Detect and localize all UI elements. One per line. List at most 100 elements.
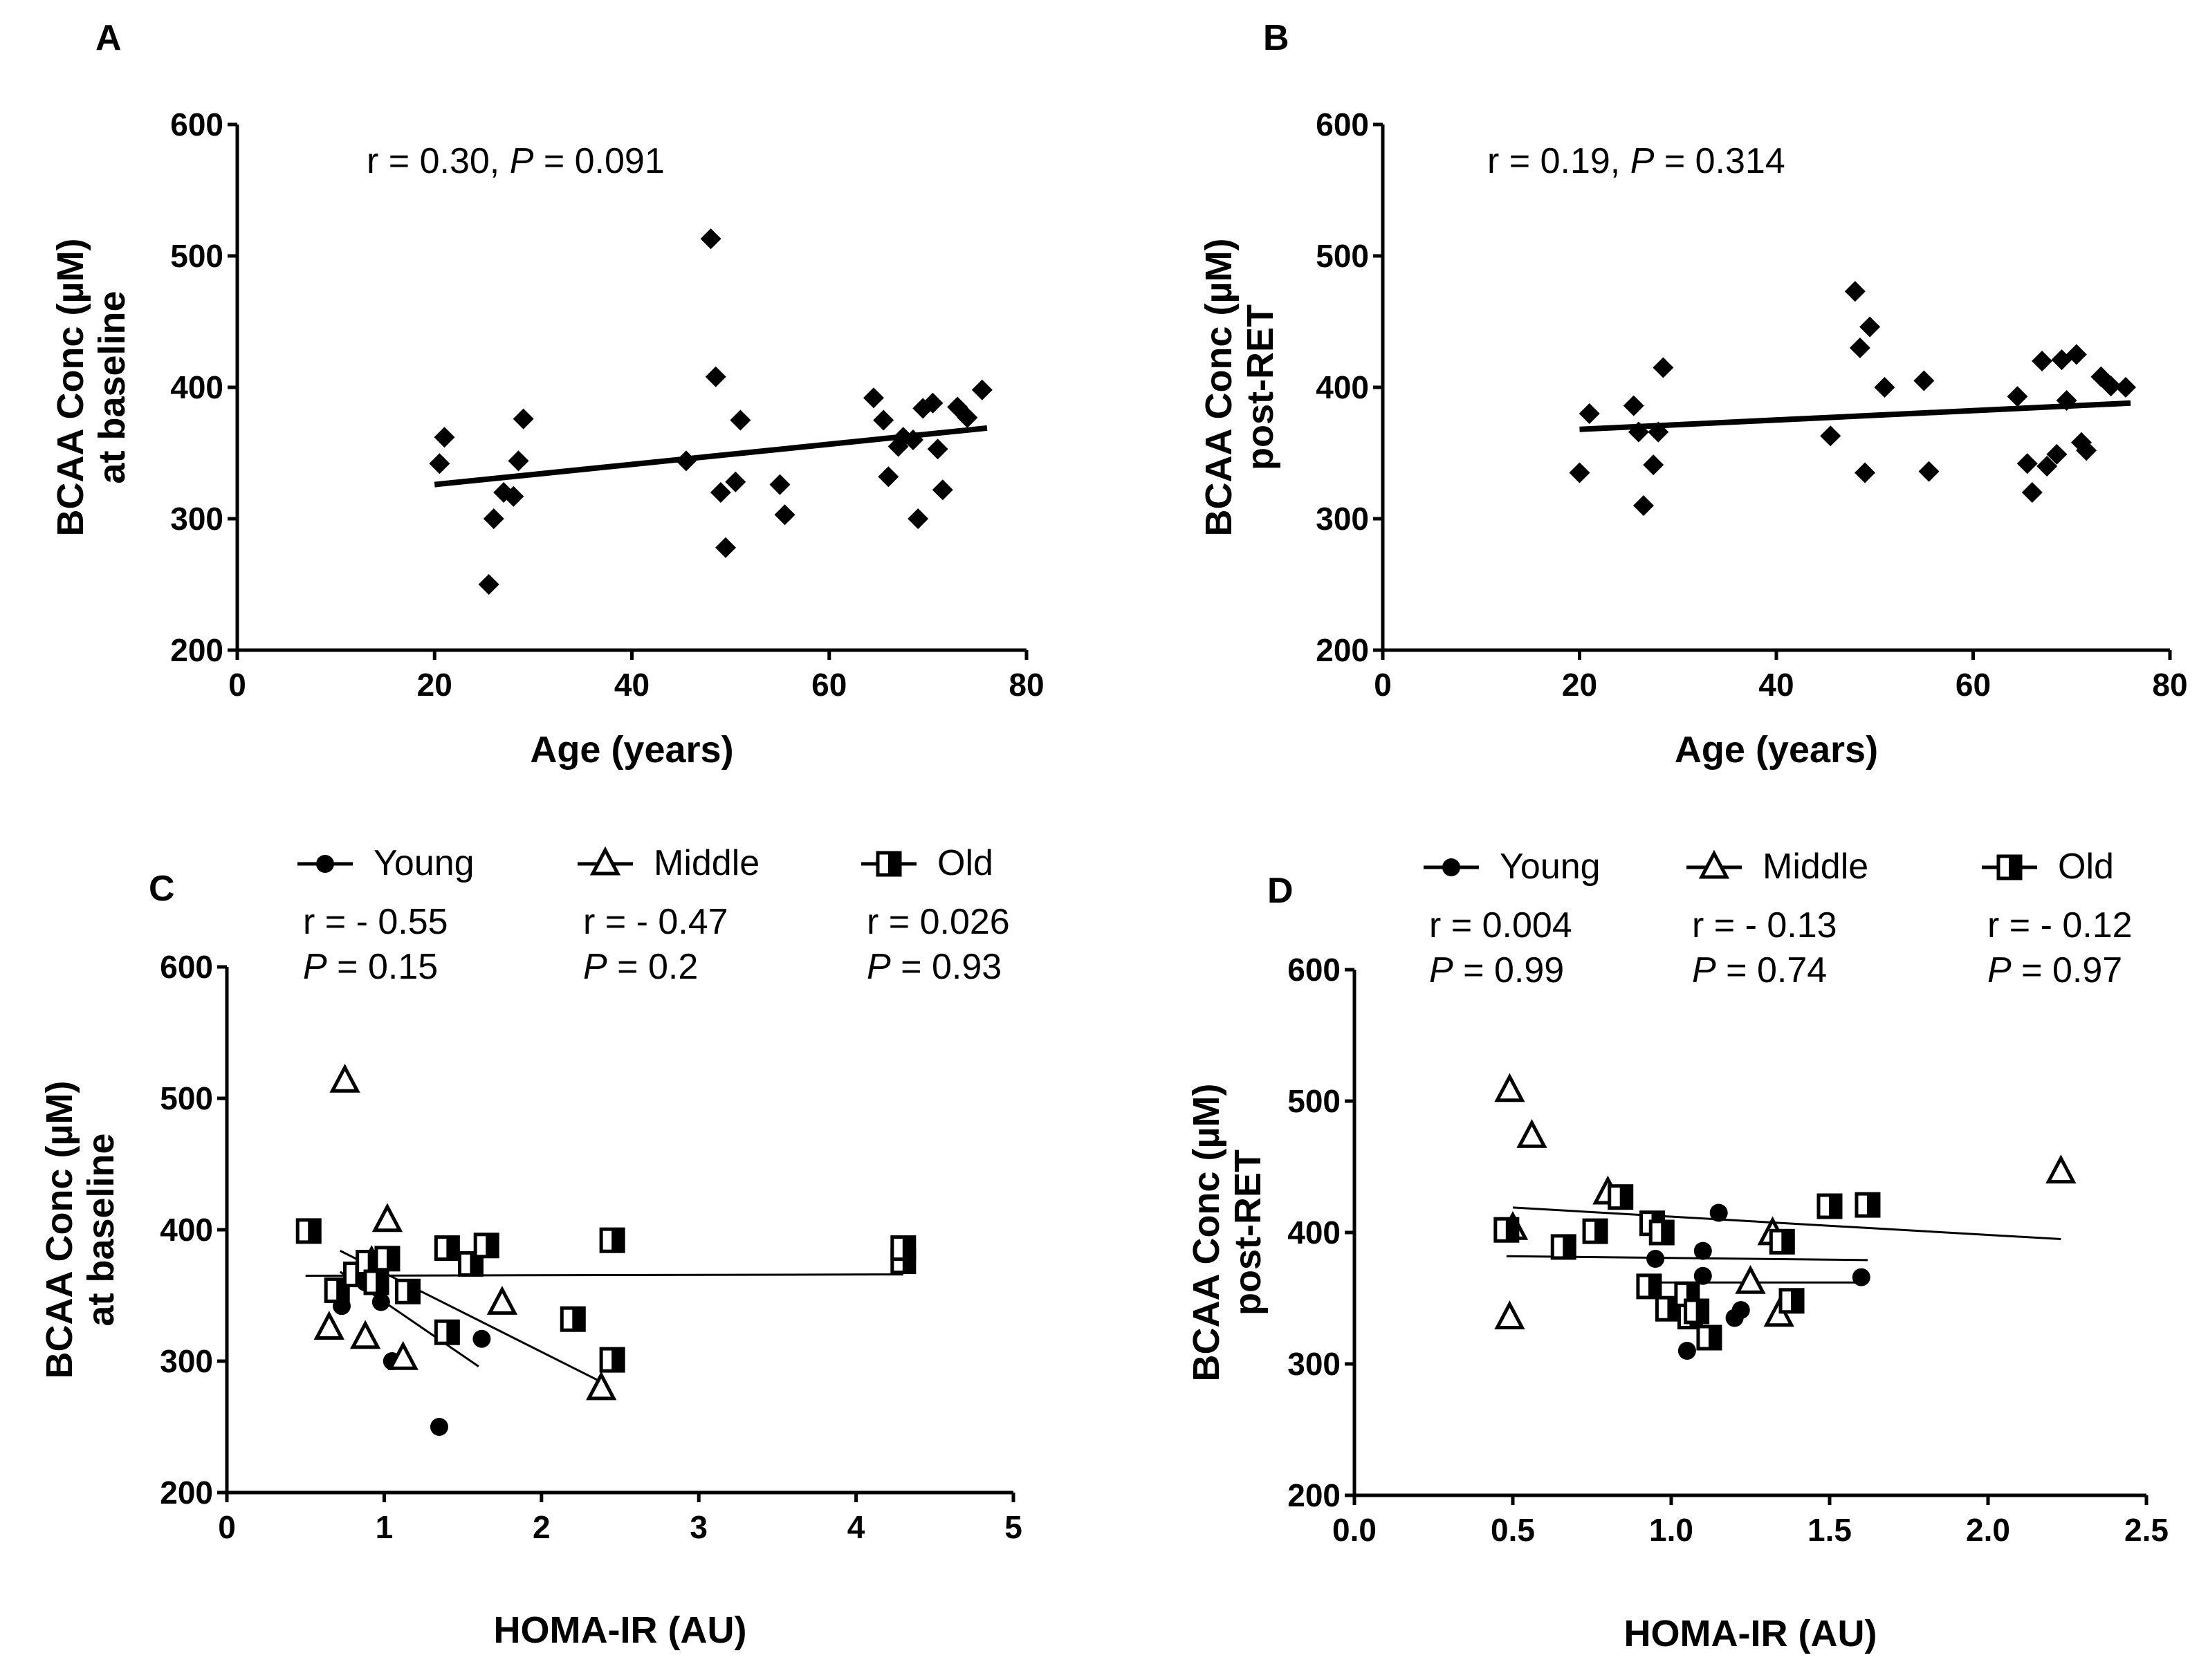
data-point <box>513 408 534 430</box>
data-point <box>374 1246 401 1272</box>
x-tick-label: 3 <box>690 1509 708 1545</box>
data-point <box>675 450 697 472</box>
data-point <box>1849 338 1870 358</box>
data-point <box>329 1063 360 1093</box>
y-tick-label: 200 <box>1316 632 1369 668</box>
data-point <box>2036 456 2058 477</box>
y-tick-label: 500 <box>1316 238 1369 274</box>
data-point <box>429 453 450 474</box>
x-tick-label: 40 <box>614 667 650 703</box>
y-axis-label: BCAA Conc (µM) <box>39 1080 80 1378</box>
p-value: = 0.2 <box>607 947 699 987</box>
x-tick-label: 2.5 <box>2124 1512 2169 1548</box>
data-point <box>1874 377 1895 398</box>
data-point <box>1494 1300 1525 1329</box>
legend-entry-young: Young r = 0.004 P = 0.99 <box>1424 847 1601 990</box>
y-tick-label: 200 <box>1287 1477 1341 1513</box>
data-point <box>1493 1217 1520 1243</box>
p-label: P <box>510 141 534 181</box>
data-point <box>473 1233 499 1259</box>
data-point <box>2100 376 2122 397</box>
triangle-marker <box>589 846 621 876</box>
regression-line <box>1579 400 2131 432</box>
data-point <box>2007 386 2028 407</box>
data-point <box>1693 1241 1712 1260</box>
data-point <box>1516 1118 1547 1148</box>
legend-label: Young <box>374 843 475 883</box>
chart-panel-a: A 0 20 40 60 80 200 300 400 500 600 Age (years) BCAA… <box>50 18 1045 770</box>
y-axis-label: BCAA Conc (µM) <box>1186 1083 1227 1381</box>
p-label: P <box>303 947 327 987</box>
series-old <box>295 1218 917 1373</box>
legend-label: Middle <box>654 843 760 883</box>
series-young <box>333 1271 491 1436</box>
legend-entry-young: Young r = - 0.55 P = 0.15 <box>297 843 475 987</box>
series-all <box>429 228 993 595</box>
y-tick-label: 200 <box>160 1475 213 1511</box>
x-tick-label: 1.0 <box>1649 1512 1693 1548</box>
data-point <box>1684 1298 1710 1324</box>
x-tick-label: 4 <box>847 1509 865 1545</box>
legend-p-value: P = 0.99 <box>1429 950 1564 990</box>
data-point <box>1632 495 1654 516</box>
data-point <box>1648 1219 1675 1246</box>
legend-label: Middle <box>1763 847 1868 887</box>
data-point <box>483 508 504 529</box>
data-point <box>434 1235 460 1262</box>
half-filled-square-marker <box>876 851 902 877</box>
legend-r-value: r = - 0.12 <box>1987 905 2133 945</box>
p-label: P <box>867 947 891 987</box>
data-point <box>1735 1264 1766 1294</box>
x-tick-label: 0 <box>228 667 246 703</box>
y-axis-label-line2: post-RET <box>1240 304 1281 470</box>
data-point <box>371 1203 403 1233</box>
data-point <box>890 1235 917 1262</box>
x-tick-label: 80 <box>2152 667 2187 703</box>
y-tick-label: 200 <box>170 632 223 668</box>
data-point <box>1677 1342 1696 1360</box>
data-point <box>1579 403 1600 424</box>
legend-p-value: P = 0.93 <box>867 947 1002 987</box>
legend-entry-middle: Middle r = - 0.47 P = 0.2 <box>578 843 760 987</box>
data-point <box>349 1320 381 1349</box>
data-point <box>2051 349 2072 371</box>
x-tick-label: 5 <box>1004 1509 1022 1545</box>
legend-r-value: r = 0.026 <box>867 902 1010 942</box>
data-point <box>478 574 499 595</box>
data-point <box>1582 1218 1608 1244</box>
x-tick-label: 60 <box>1956 667 1991 703</box>
p-value: = 0.74 <box>1716 950 1827 990</box>
legend-entry-old: Old r = - 0.12 P = 0.97 <box>1982 847 2133 990</box>
r-value: r = 0.19, <box>1487 141 1630 181</box>
data-point <box>2032 351 2053 371</box>
p-value: = 0.314 <box>1654 141 1785 181</box>
data-point <box>1653 357 1674 378</box>
data-point <box>2045 1154 2077 1184</box>
data-point <box>2066 344 2087 365</box>
legend-r-value: r = 0.004 <box>1429 905 1572 945</box>
data-point <box>1709 1203 1728 1222</box>
x-tick-label: 2.0 <box>1966 1512 2010 1548</box>
legend-r-value: r = - 0.13 <box>1692 905 1837 945</box>
data-point <box>769 474 791 495</box>
x-tick-label: 60 <box>811 667 847 703</box>
legend-label: Young <box>1500 847 1601 887</box>
data-point <box>873 409 894 431</box>
triangle-marker <box>1698 849 1730 879</box>
y-tick-label: 400 <box>170 369 223 405</box>
data-point <box>878 466 899 488</box>
y-tick-label: 300 <box>160 1343 213 1379</box>
data-point <box>902 430 923 450</box>
data-point <box>1913 370 1935 391</box>
legend-p-value: P = 0.15 <box>303 947 438 987</box>
data-point <box>599 1347 625 1373</box>
data-point <box>2046 443 2068 465</box>
data-point <box>1918 461 1940 482</box>
data-point <box>1494 1073 1525 1102</box>
data-point <box>599 1227 625 1253</box>
panel-letter: D <box>1267 871 1294 911</box>
chart-panel-b: B 0 20 40 60 80 200 300 400 500 600 Age (years) BCAA… <box>1198 18 2188 770</box>
x-tick-label: 40 <box>1758 667 1794 703</box>
data-point <box>508 450 529 472</box>
